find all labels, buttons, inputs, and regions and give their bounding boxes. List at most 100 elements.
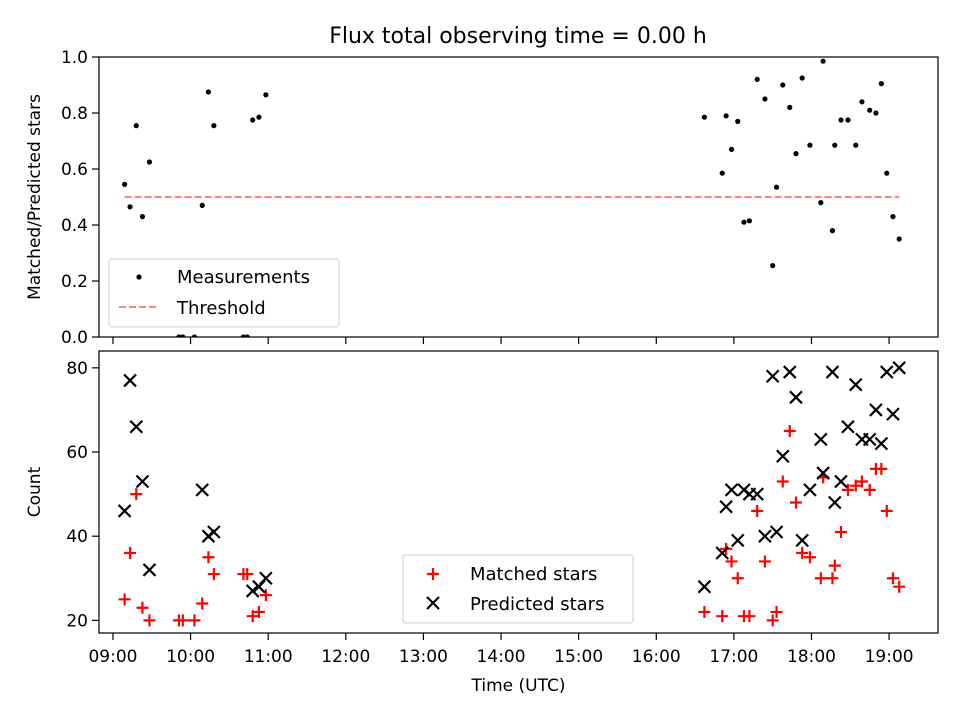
x-axis-label: Time (UTC) <box>471 676 566 696</box>
measurement-point <box>793 151 799 157</box>
predicted-star-point <box>135 474 150 489</box>
predicted-star-point <box>719 499 733 514</box>
matched-star-point <box>893 580 906 593</box>
predicted-star-point <box>834 474 848 489</box>
measurement-point <box>133 123 139 129</box>
x-tick-label: 19:00 <box>865 647 914 667</box>
measurement-point <box>719 170 725 176</box>
matched-star-point <box>770 605 783 618</box>
predicted-star-point <box>814 432 828 447</box>
predicted-star-point <box>892 361 906 375</box>
y-tick-label: 40 <box>66 527 88 547</box>
matched-star-point <box>814 572 827 585</box>
measurement-point <box>250 117 256 123</box>
legend-top: Measurements Threshold <box>108 258 340 328</box>
matched-star-point <box>783 424 796 437</box>
measurement-point <box>890 214 896 220</box>
measurement-point <box>873 110 879 116</box>
measurement-point <box>818 200 824 206</box>
measurement-point <box>746 218 752 224</box>
matched-star-point <box>731 572 744 585</box>
legend-label-matched: Matched stars <box>470 564 597 585</box>
x-tick-label: 15:00 <box>554 647 603 667</box>
y-tick-label: 1.0 <box>61 48 88 68</box>
predicted-star-point <box>825 365 840 379</box>
x-tick-label: 13:00 <box>399 647 448 667</box>
measurement-point <box>728 146 735 152</box>
matched-star-point <box>716 610 729 623</box>
y-axis-label: Matched/Predicted stars <box>25 94 45 300</box>
x-tick-label: 18:00 <box>787 647 836 667</box>
matched-star-point <box>130 488 143 501</box>
matched-star-point <box>751 504 764 517</box>
measurement-point <box>853 142 859 148</box>
measurement-point <box>867 107 873 113</box>
measurement-point <box>773 184 780 190</box>
predicted-star-point <box>195 483 210 497</box>
predicted-star-point <box>775 449 790 464</box>
matched-star-point <box>886 572 899 585</box>
predicted-star-point <box>869 403 883 417</box>
matched-star-point <box>118 593 131 606</box>
measurement-point <box>896 236 902 242</box>
predicted-star-point <box>245 584 260 598</box>
legend-label-measurements: Measurements <box>177 267 310 288</box>
measurement-point <box>807 142 813 148</box>
matched-star-point <box>828 559 841 572</box>
matched-star-point <box>196 597 209 610</box>
predicted-star-point <box>724 483 739 497</box>
y-tick-label: 80 <box>66 359 88 379</box>
matched-star-point <box>849 479 862 492</box>
measurement-point <box>240 334 246 337</box>
predicted-star-point <box>730 533 745 548</box>
measurement-point <box>754 76 760 82</box>
legend-box <box>108 258 340 328</box>
legend-label-threshold: Threshold <box>176 298 266 319</box>
legend-label-predicted: Predicted stars <box>470 594 604 615</box>
predicted-star-point <box>259 571 273 586</box>
measurement-point <box>799 75 805 81</box>
predicted-star-point <box>879 365 894 379</box>
x-tick-label: 17:00 <box>709 647 758 667</box>
measurement-point <box>832 142 838 148</box>
y-tick-label: 0.2 <box>61 272 88 292</box>
measurement-point <box>770 263 776 269</box>
predicted-star-point <box>769 525 784 539</box>
measurement-point <box>845 117 851 123</box>
matched-star-point <box>826 572 839 585</box>
matched-star-point <box>241 568 254 581</box>
predicted-star-point <box>841 419 855 434</box>
matched-star-point <box>855 475 868 488</box>
measurement-point <box>859 99 865 105</box>
matched-star-point <box>259 589 272 602</box>
predicted-star-point <box>827 495 842 510</box>
matched-star-point <box>834 525 847 538</box>
predicted-star-point <box>715 546 730 560</box>
matched-star-point <box>841 483 854 496</box>
predicted-star-point <box>874 436 889 451</box>
matched-star-point <box>875 462 888 475</box>
predicted-star-point <box>848 377 863 392</box>
predicted-star-point <box>886 407 900 421</box>
matched-star-point <box>246 610 259 623</box>
matched-star-point <box>188 614 201 627</box>
measurement-point <box>127 204 133 210</box>
x-tick-label: 09:00 <box>88 647 137 667</box>
legend-marker-predicted <box>426 596 440 610</box>
measurement-point <box>180 334 186 337</box>
predicted-star-point <box>758 529 772 543</box>
measurement-point <box>723 113 729 119</box>
x-tick-label: 10:00 <box>166 647 215 667</box>
measurement-point <box>122 181 128 187</box>
measurement-point <box>263 92 269 98</box>
matched-star-point <box>136 601 149 614</box>
predicted-star-point <box>129 419 144 434</box>
matched-star-point <box>176 614 189 627</box>
measurement-point <box>244 334 250 337</box>
y-tick-label: 20 <box>66 611 88 631</box>
x-tick-label: 12:00 <box>321 647 370 667</box>
matched-star-point <box>743 610 756 623</box>
y-tick-label: 0.4 <box>61 216 88 236</box>
